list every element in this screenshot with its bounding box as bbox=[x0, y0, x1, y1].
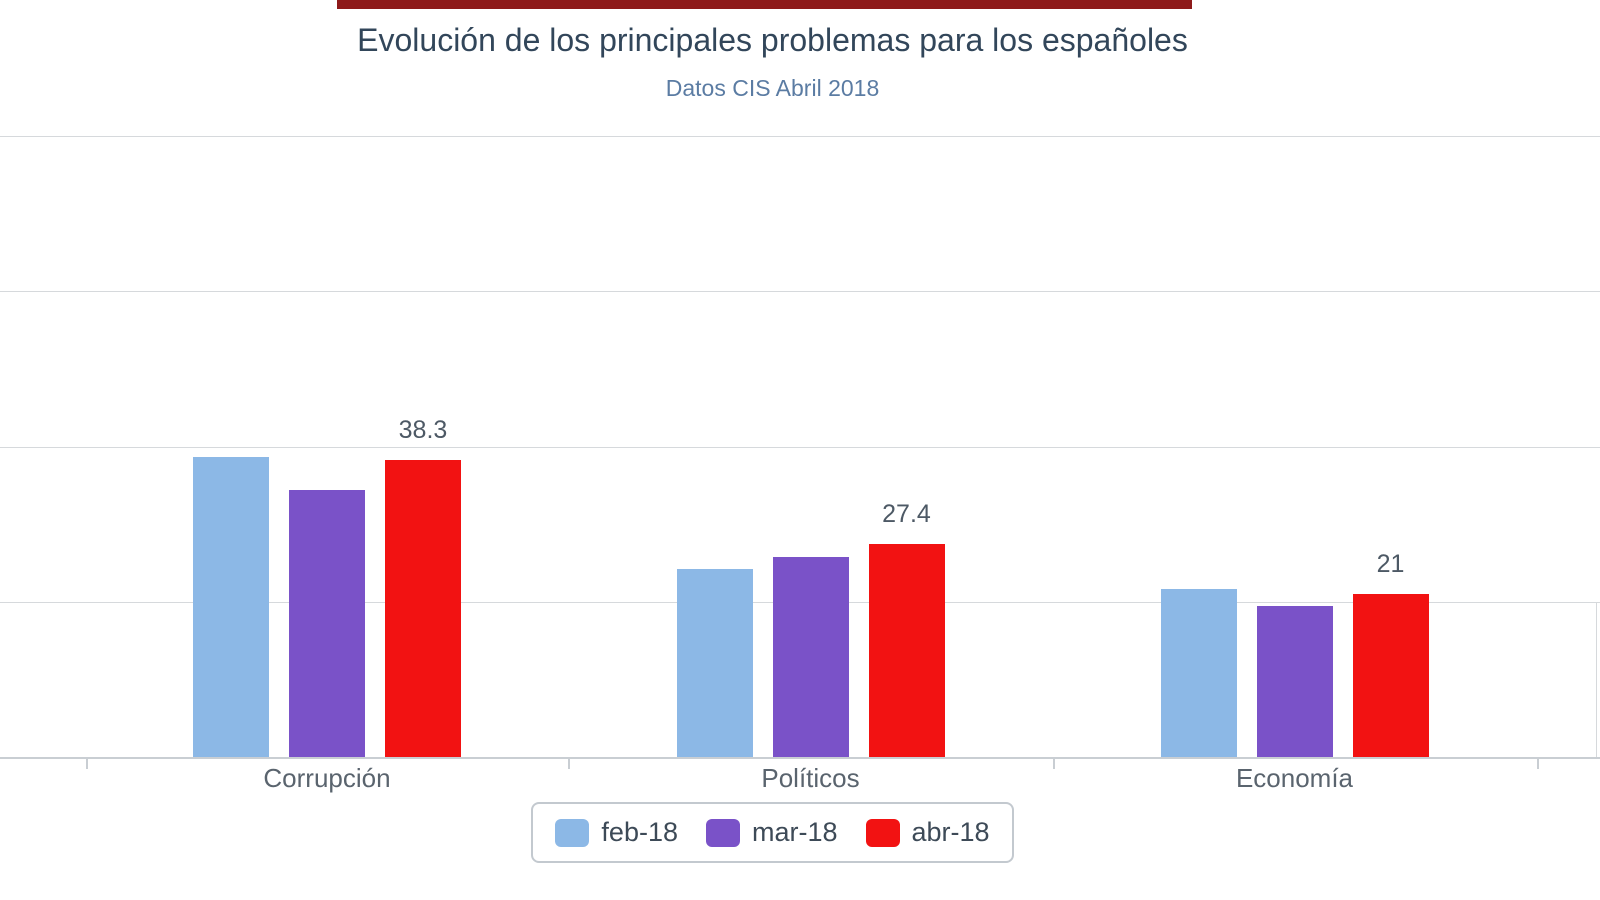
legend-label-mar-18: mar-18 bbox=[751, 817, 838, 847]
x-axis-tick-3 bbox=[1537, 759, 1539, 769]
bar-abr-18-economía bbox=[1352, 594, 1429, 757]
bar-abr-18-políticos bbox=[868, 544, 945, 757]
category-label-corrupción: Corrupción bbox=[263, 763, 391, 793]
bar-feb-18-políticos bbox=[676, 569, 753, 757]
bar-mar-18-economía bbox=[1256, 605, 1333, 757]
plot-right-edge bbox=[1596, 601, 1597, 757]
chart-title: Evolución de los principales problemas p… bbox=[357, 22, 1188, 58]
bar-feb-18-corrupción bbox=[193, 457, 269, 757]
legend: feb-18 mar-18 abr-18 bbox=[531, 802, 1014, 863]
bar-abr-18-corrupción bbox=[385, 459, 461, 757]
legend-item-feb-18[interactable]: feb-18 bbox=[555, 817, 678, 848]
legend-item-mar-18[interactable]: mar-18 bbox=[705, 817, 838, 848]
data-label-abr-18-políticos: 27.4 bbox=[882, 500, 931, 529]
gridline-y-40 bbox=[0, 446, 1600, 448]
chart-subtitle: Datos CIS Abril 2018 bbox=[665, 75, 880, 101]
category-label-políticos: Políticos bbox=[761, 763, 860, 793]
bar-mar-18-políticos bbox=[772, 556, 849, 757]
legend-label-feb-18: feb-18 bbox=[601, 817, 678, 847]
x-axis-tick-0 bbox=[86, 759, 88, 769]
x-axis-line bbox=[0, 757, 1600, 759]
x-axis-tick-2 bbox=[1053, 759, 1055, 769]
legend-swatch-feb-18 bbox=[555, 818, 590, 847]
bar-feb-18-economía bbox=[1160, 589, 1237, 757]
data-label-abr-18-corrupción: 38.3 bbox=[398, 415, 448, 444]
x-axis-tick-1 bbox=[568, 759, 570, 769]
gridline-y-60 bbox=[0, 291, 1600, 293]
cropped-header-strip bbox=[337, 0, 1192, 9]
legend-item-abr-18[interactable]: abr-18 bbox=[865, 817, 990, 848]
gridline-y-80 bbox=[0, 136, 1600, 138]
legend-swatch-mar-18 bbox=[705, 818, 740, 847]
category-label-economía: Economía bbox=[1235, 763, 1354, 793]
legend-label-abr-18: abr-18 bbox=[911, 817, 990, 847]
data-label-abr-18-economía: 21 bbox=[1376, 550, 1405, 579]
bar-mar-18-corrupción bbox=[289, 490, 365, 757]
legend-swatch-abr-18 bbox=[865, 818, 900, 847]
cropped-header-strip-fill bbox=[337, 0, 1192, 9]
